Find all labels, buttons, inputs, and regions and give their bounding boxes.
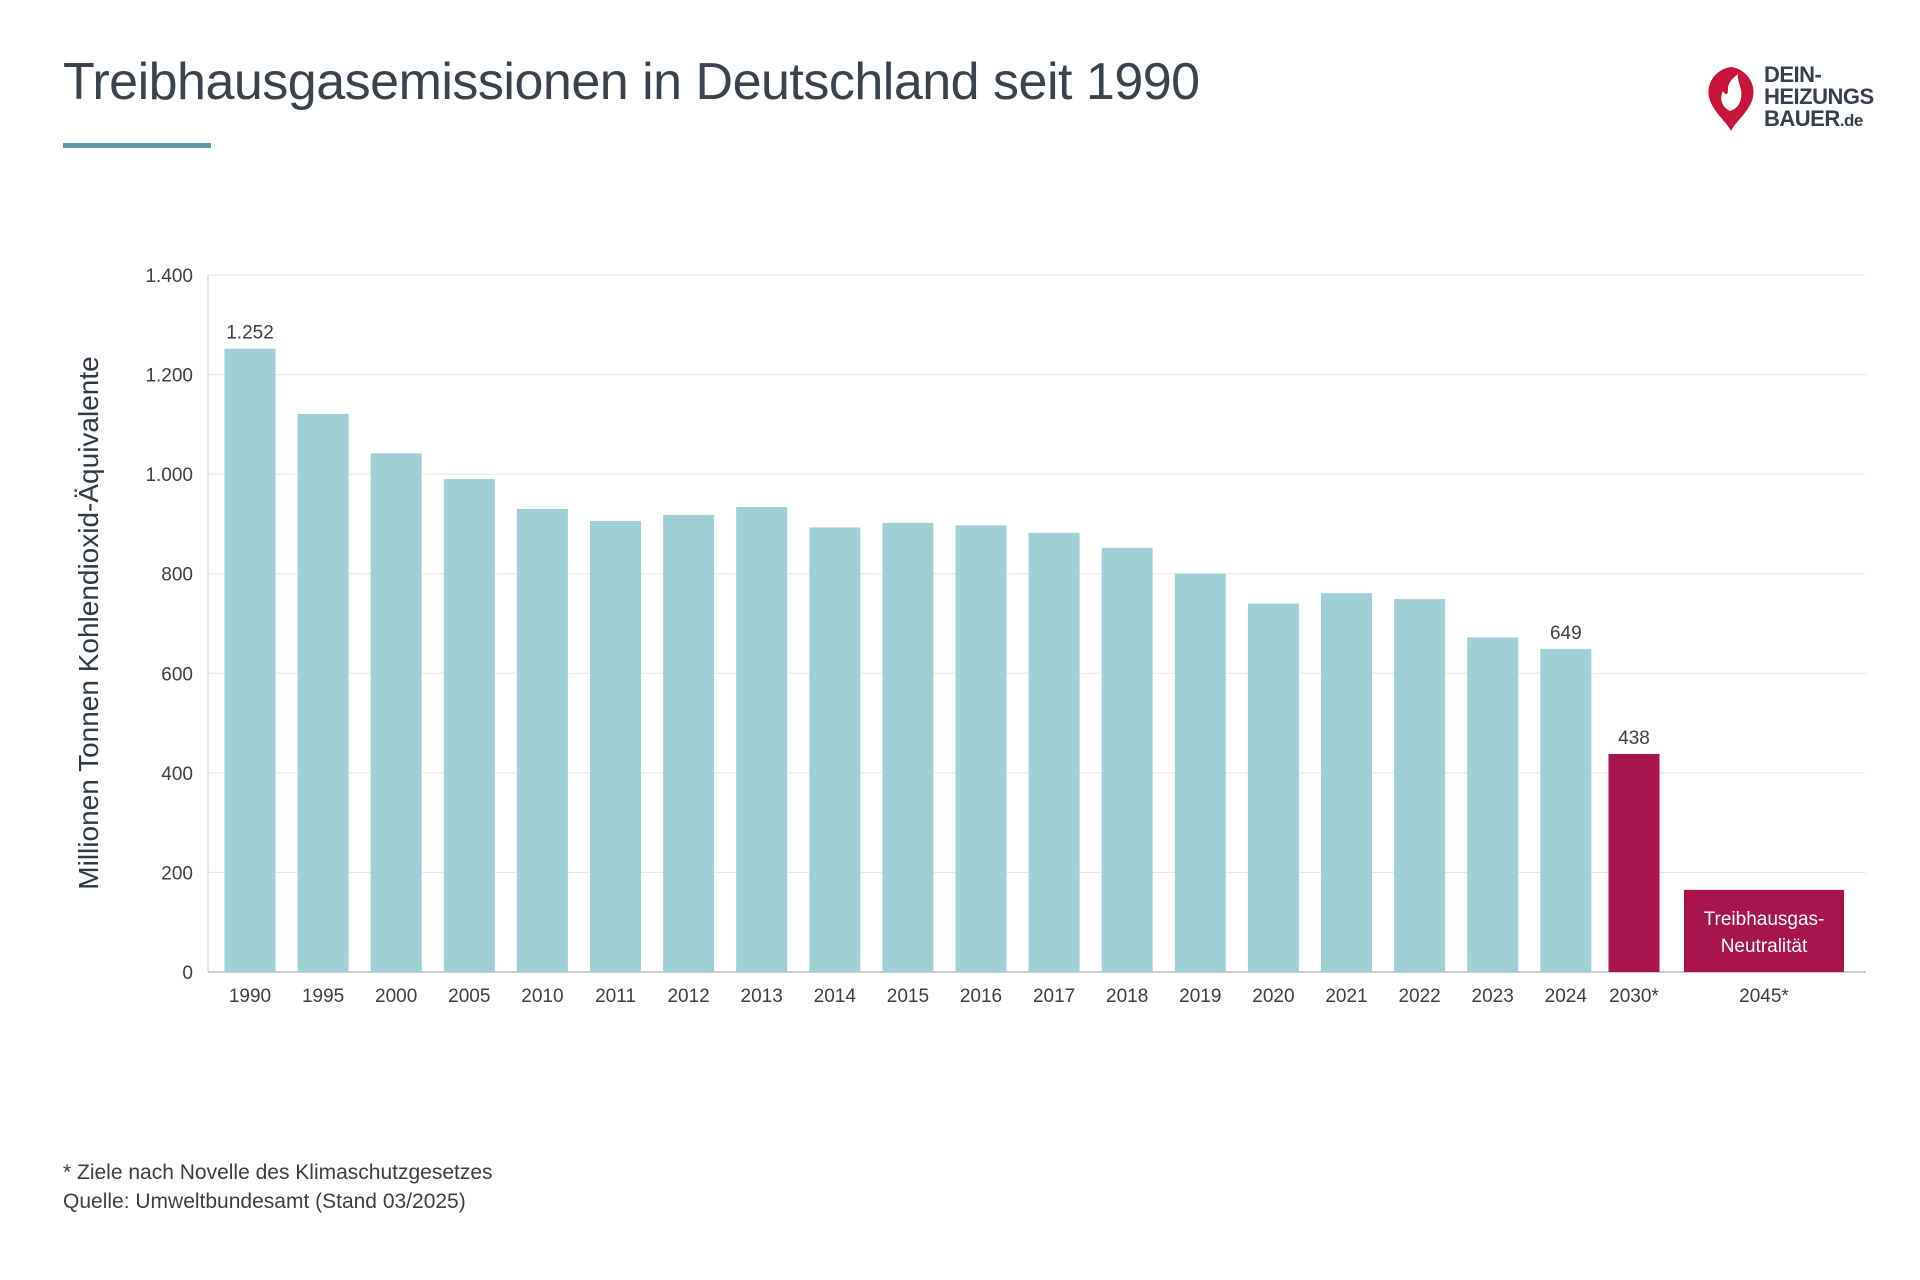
bar-2018 bbox=[1101, 547, 1153, 972]
bar-2013 bbox=[736, 507, 788, 972]
bar-2030 bbox=[1608, 753, 1660, 972]
y-tick-label: 1.400 bbox=[145, 266, 193, 287]
bar-2020 bbox=[1247, 603, 1299, 972]
x-tick-label: 2014 bbox=[814, 986, 857, 1007]
x-tick-label: 2045* bbox=[1739, 986, 1789, 1007]
logo-line-1: DEIN- bbox=[1764, 62, 1822, 87]
bar-2010 bbox=[516, 508, 568, 972]
x-tick-label: 2005 bbox=[448, 986, 490, 1007]
bar-2045 bbox=[1684, 889, 1844, 972]
x-tick-label: 2015 bbox=[887, 986, 929, 1007]
bar-2021 bbox=[1321, 593, 1372, 972]
x-tick-label: 2012 bbox=[667, 986, 709, 1007]
x-tick-label: 2021 bbox=[1325, 986, 1367, 1007]
logo-suffix: .de bbox=[1839, 111, 1864, 130]
bar-2012 bbox=[663, 514, 715, 972]
x-tick-label: 2010 bbox=[521, 986, 563, 1007]
bar-2022 bbox=[1394, 599, 1446, 972]
x-tick-label: 2016 bbox=[960, 986, 1002, 1007]
x-tick-label: 1990 bbox=[229, 986, 271, 1007]
bar-2017 bbox=[1028, 532, 1080, 972]
data-label: 1.252 bbox=[226, 323, 274, 344]
logo-line-2: HEIZUNGS bbox=[1764, 84, 1874, 109]
bar-2023 bbox=[1467, 637, 1519, 972]
y-tick-label: 600 bbox=[161, 664, 193, 685]
x-tick-label: 2030* bbox=[1609, 986, 1659, 1007]
bar-2024 bbox=[1540, 648, 1592, 972]
data-label: 438 bbox=[1618, 728, 1650, 749]
bar-2019 bbox=[1174, 573, 1226, 972]
x-tick-label: 2022 bbox=[1398, 986, 1440, 1007]
x-tick-label: 1995 bbox=[302, 986, 344, 1007]
y-tick-label: 200 bbox=[161, 863, 193, 884]
brand-logo[interactable]: DEIN- HEIZUNGS BAUER.de bbox=[1706, 62, 1876, 132]
bar-2014 bbox=[809, 527, 861, 972]
footnote-note: * Ziele nach Novelle des Klimaschutzgese… bbox=[63, 1161, 493, 1184]
y-tick-label: 400 bbox=[161, 764, 193, 785]
y-tick-label: 0 bbox=[182, 963, 193, 984]
bar-inside-label: Treibhausgas- bbox=[1704, 909, 1825, 930]
logo-line-3: BAUER bbox=[1764, 106, 1840, 131]
footnote-source: Quelle: Umweltbundesamt (Stand 03/2025) bbox=[63, 1190, 466, 1213]
bar-2011 bbox=[590, 520, 641, 972]
data-label: 649 bbox=[1550, 623, 1582, 644]
x-tick-label: 2023 bbox=[1472, 986, 1514, 1007]
bar-1995 bbox=[297, 413, 349, 973]
title-underline bbox=[63, 143, 211, 148]
bar-1990 bbox=[224, 348, 276, 972]
x-tick-label: 2017 bbox=[1033, 986, 1075, 1007]
y-axis-title: Millionen Tonnen Kohlendioxid-Äquivalent… bbox=[73, 356, 104, 889]
bar-inside-label: Neutralität bbox=[1721, 936, 1808, 957]
y-tick-label: 800 bbox=[161, 565, 193, 586]
x-tick-label: 2024 bbox=[1545, 986, 1588, 1007]
logo-wordmark: DEIN- HEIZUNGS BAUER.de bbox=[1764, 64, 1874, 132]
page-title: Treibhausgasemissionen in Deutschland se… bbox=[63, 53, 1200, 111]
y-tick-label: 1.200 bbox=[145, 366, 193, 387]
x-tick-label: 2013 bbox=[741, 986, 783, 1007]
y-tick-label: 1.000 bbox=[145, 465, 193, 486]
bar-2000 bbox=[370, 453, 422, 972]
x-tick-label: 2011 bbox=[595, 986, 636, 1007]
x-tick-label: 2000 bbox=[375, 986, 417, 1007]
footnotes: * Ziele nach Novelle des Klimaschutzgese… bbox=[63, 1158, 493, 1216]
x-tick-label: 2019 bbox=[1179, 986, 1221, 1007]
x-tick-label: 2020 bbox=[1252, 986, 1294, 1007]
bar-2005 bbox=[443, 479, 495, 972]
bar-2015 bbox=[882, 522, 934, 972]
flame-drop-icon bbox=[1708, 67, 1754, 131]
bar-2016 bbox=[955, 525, 1007, 972]
x-tick-label: 2018 bbox=[1106, 986, 1148, 1007]
